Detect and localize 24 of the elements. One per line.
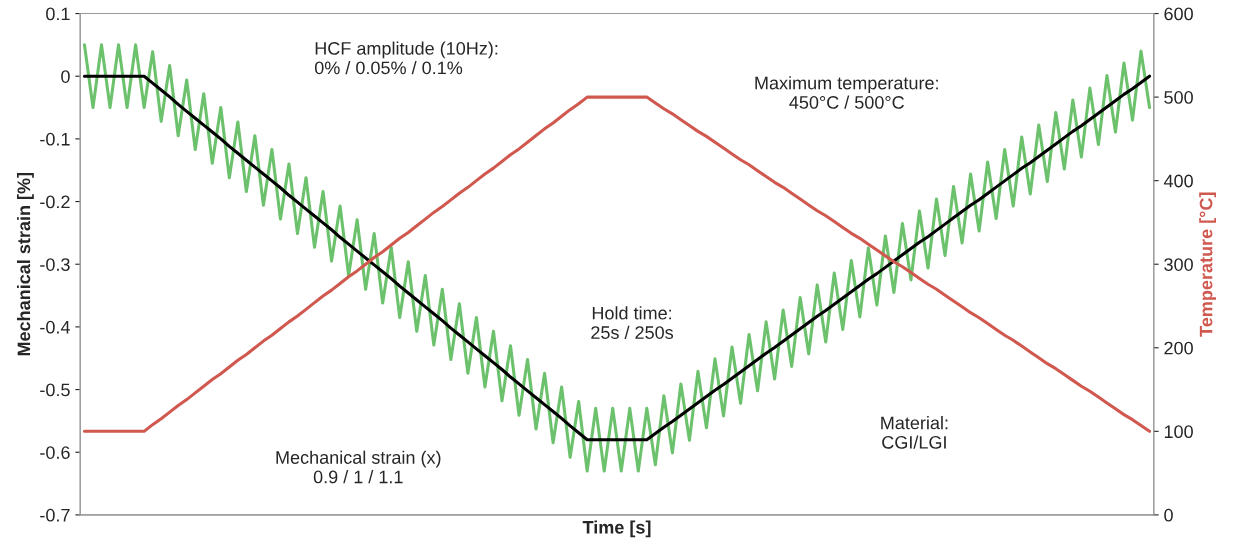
y2-tick-label: 200 bbox=[1164, 341, 1193, 355]
y-tick-label: -0.7 bbox=[40, 508, 70, 522]
y-tick-label: -0.3 bbox=[40, 258, 70, 271]
y-axis-title: Mechanical strain [%] bbox=[16, 172, 34, 356]
y-tick-label: -0.1 bbox=[40, 132, 70, 146]
y2-tick-label: 0 bbox=[1164, 508, 1173, 522]
y2-tick-label: 300 bbox=[1164, 258, 1193, 271]
y-tick-label: 0 bbox=[61, 70, 70, 83]
y-tick-label: -0.4 bbox=[40, 320, 70, 334]
y-tick-label: -0.2 bbox=[40, 195, 70, 209]
y2-tick-label: 100 bbox=[1164, 425, 1193, 439]
y-tick-label: 0.1 bbox=[46, 7, 70, 21]
annotation: Hold time: 25s / 250s bbox=[591, 306, 674, 339]
y2-tick-label: 600 bbox=[1164, 7, 1193, 21]
y2-tick-label: 400 bbox=[1163, 174, 1193, 188]
annotation: Mechanical strain (x) 0.9 / 1 / 1.1 bbox=[276, 450, 441, 484]
annotation: Material: CGI/LGI bbox=[881, 416, 948, 449]
x-axis-title: Time [s] bbox=[582, 520, 651, 538]
y2-axis-title: Temperature [°C] bbox=[1199, 192, 1217, 337]
y-tick-label: -0.5 bbox=[40, 383, 70, 397]
y2-tick-label: 500 bbox=[1164, 91, 1193, 104]
annotation: Maximum temperature: 450°C / 500°C bbox=[755, 76, 938, 109]
y-tick-label: -0.6 bbox=[40, 446, 70, 459]
annotation: HCF amplitude (10Hz): 0% / 0.05% / 0.1% bbox=[314, 41, 498, 75]
